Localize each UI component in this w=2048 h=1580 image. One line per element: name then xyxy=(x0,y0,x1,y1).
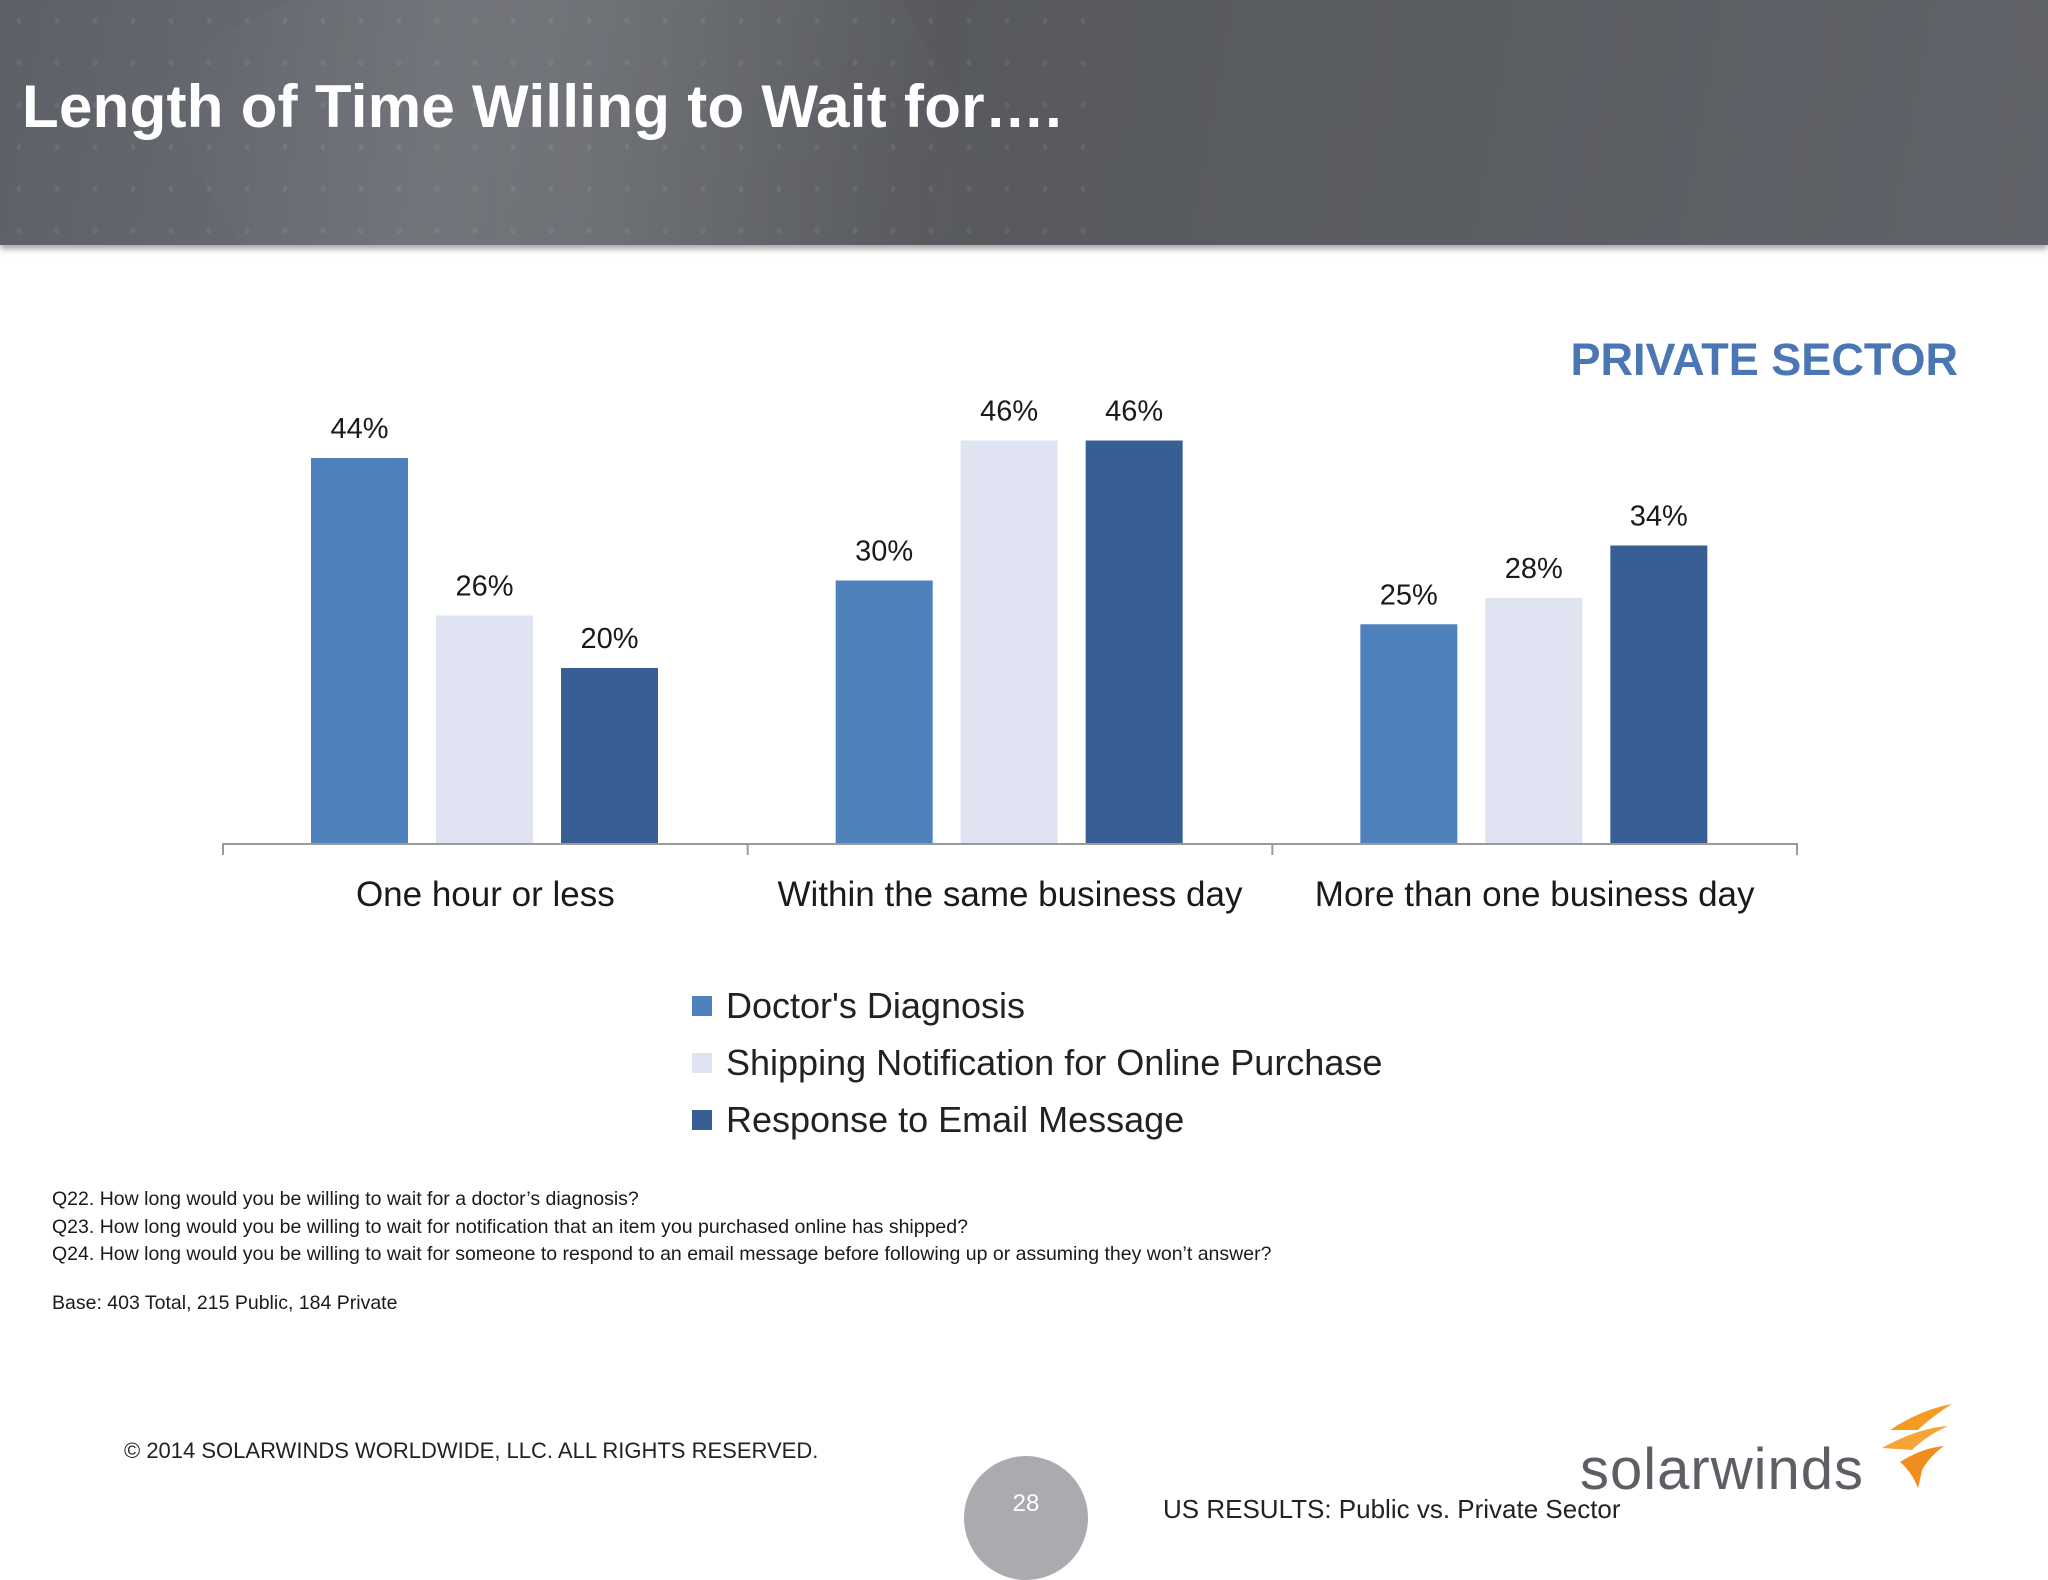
x-axis xyxy=(222,843,1798,855)
survey-footnotes: Q22. How long would you be willing to wa… xyxy=(52,1186,1271,1317)
category-labels: One hour or less Within the same business… xyxy=(356,875,1755,914)
data-label-1-1: 44% xyxy=(330,413,388,445)
legend-item-2: Shipping Notification for Online Purchas… xyxy=(692,1034,1382,1091)
bar-1-2 xyxy=(835,580,933,843)
flame-icon xyxy=(1882,1404,1952,1488)
copyright-notice: © 2014 SOLARWINDS WORLDWIDE, LLC. ALL RI… xyxy=(124,1438,819,1463)
bars-layer xyxy=(311,440,1708,843)
bar-1-1 xyxy=(311,458,408,843)
solarwinds-logo: solarwinds xyxy=(1580,1400,1960,1502)
base-note: Base: 403 Total, 215 Public, 184 Private xyxy=(52,1291,398,1314)
bar-2-1 xyxy=(436,615,533,843)
slide-title: Length of Time Willing to Wait for…. xyxy=(22,73,1063,140)
data-label-3-2: 46% xyxy=(1105,396,1163,428)
data-label-3-3: 34% xyxy=(1630,501,1688,533)
data-label-1-2: 30% xyxy=(855,536,913,568)
legend-label: Response to Email Message xyxy=(726,1098,1185,1140)
bar-3-1 xyxy=(561,668,658,843)
legend-swatch xyxy=(692,1109,712,1130)
bar-3-2 xyxy=(1085,440,1183,843)
bar-3-3 xyxy=(1610,545,1708,843)
legend-item-1: Doctor's Diagnosis xyxy=(692,977,1382,1034)
bar-2-2 xyxy=(960,440,1058,843)
data-label-2-2: 46% xyxy=(980,396,1038,428)
legend-swatch xyxy=(692,1052,712,1073)
data-labels-layer: 44% 26% 20% 30% 46% 46% 25% 28% 34% xyxy=(330,396,1687,656)
logo-wordmark: solarwinds xyxy=(1580,1437,1864,1502)
footnote-q24: Q24. How long would you be willing to wa… xyxy=(52,1243,1272,1265)
footnote-q22: Q22. How long would you be willing to wa… xyxy=(52,1188,639,1210)
legend-item-3: Response to Email Message xyxy=(692,1091,1382,1148)
legend-label: Shipping Notification for Online Purchas… xyxy=(726,1041,1383,1083)
bar-chart: 44% 26% 20% 30% 46% 46% 25% 28% 34% One hour or … xyxy=(222,396,1798,914)
header-banner: Length of Time Willing to Wait for…. xyxy=(0,0,2048,245)
footnote-q23: Q23. How long would you be willing to wa… xyxy=(52,1215,968,1238)
data-label-2-3: 28% xyxy=(1505,553,1563,585)
legend-label: Doctor's Diagnosis xyxy=(726,984,1025,1026)
data-label-1-3: 25% xyxy=(1380,579,1438,611)
bar-1-3 xyxy=(1360,624,1458,843)
bar-2-3 xyxy=(1485,598,1583,843)
page-number: 28 xyxy=(1012,1490,1040,1517)
category-label-1: One hour or less xyxy=(356,875,615,914)
category-label-2: Within the same business day xyxy=(778,875,1243,914)
footer-label: US RESULTS: Public vs. Private Sector xyxy=(1163,1494,1621,1524)
header-dot-pattern xyxy=(0,0,1100,245)
data-label-2-1: 26% xyxy=(455,571,513,603)
page-number-badge xyxy=(964,1456,1088,1580)
legend-swatch xyxy=(692,995,712,1016)
sector-label: PRIVATE SECTOR xyxy=(1570,334,1958,385)
chart-legend: Doctor's Diagnosis Shipping Notification … xyxy=(692,977,1382,1148)
category-label-3: More than one business day xyxy=(1315,875,1755,914)
data-label-3-1: 20% xyxy=(580,623,638,655)
